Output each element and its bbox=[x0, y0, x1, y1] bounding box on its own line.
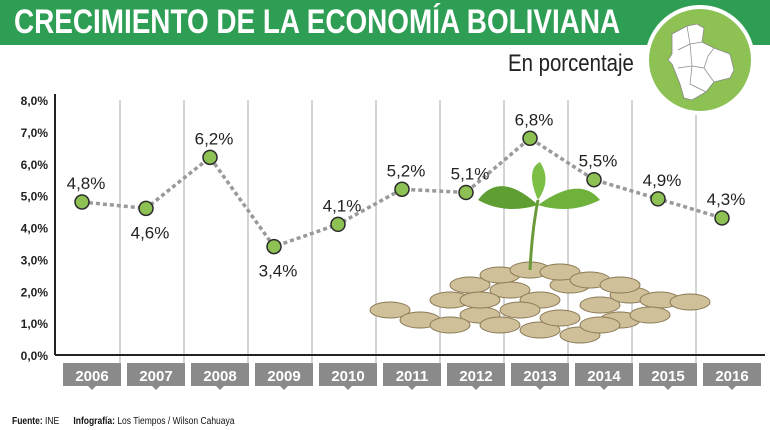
title-banner bbox=[0, 0, 770, 45]
y-tick-label: 8,0% bbox=[21, 94, 49, 108]
year-box bbox=[703, 363, 761, 386]
year-box-pointer bbox=[280, 386, 288, 390]
chart-subtitle: En porcentaje bbox=[508, 50, 634, 77]
x-tick-label: 2006 bbox=[75, 368, 108, 385]
year-box bbox=[319, 363, 377, 386]
data-label: 3,4% bbox=[259, 262, 298, 281]
data-point bbox=[586, 171, 602, 188]
data-point bbox=[202, 149, 218, 166]
x-tick-label: 2012 bbox=[459, 368, 492, 385]
x-tick-label: 2007 bbox=[139, 368, 172, 385]
data-label: 4,1% bbox=[323, 196, 362, 215]
year-box-pointer bbox=[536, 386, 544, 390]
bolivia-map-icon bbox=[645, 5, 755, 115]
year-box-pointer bbox=[728, 386, 736, 390]
credit-label: Infografía: bbox=[73, 416, 115, 427]
data-label: 5,5% bbox=[579, 152, 618, 171]
data-label: 4,6% bbox=[131, 223, 170, 242]
x-tick-label: 2011 bbox=[396, 368, 429, 385]
data-label: 5,2% bbox=[387, 161, 426, 180]
data-label: 6,2% bbox=[195, 129, 234, 148]
data-label: 6,8% bbox=[515, 110, 554, 129]
data-label: 5,1% bbox=[451, 164, 490, 183]
year-box bbox=[191, 363, 249, 386]
data-point bbox=[714, 210, 730, 226]
y-tick-label: 2,0% bbox=[21, 285, 49, 299]
data-point bbox=[330, 216, 346, 233]
y-tick-label: 3,0% bbox=[21, 253, 49, 267]
x-tick-label: 2014 bbox=[587, 368, 621, 385]
data-point bbox=[394, 181, 410, 197]
year-box bbox=[127, 363, 185, 386]
y-tick-label: 1,0% bbox=[21, 317, 49, 331]
x-tick-label: 2009 bbox=[267, 368, 300, 385]
x-tick-label: 2008 bbox=[203, 368, 236, 385]
data-point bbox=[138, 200, 154, 217]
data-point bbox=[650, 191, 666, 207]
chart-title: CRECIMIENTO DE LA ECONOMÍA BOLIVIANA bbox=[14, 3, 621, 41]
y-tick-label: 7,0% bbox=[21, 126, 49, 140]
year-box bbox=[575, 363, 633, 386]
year-box-pointer bbox=[344, 386, 352, 390]
year-box bbox=[383, 363, 441, 386]
source-label: Fuente: bbox=[12, 416, 43, 427]
x-tick-label: 2016 bbox=[715, 368, 748, 385]
credit-value: Los Tiempos / Wilson Cahuaya bbox=[117, 416, 235, 427]
data-point bbox=[522, 130, 538, 146]
data-point bbox=[74, 194, 90, 210]
data-label: 4,9% bbox=[643, 171, 682, 190]
year-box bbox=[511, 363, 569, 386]
year-box bbox=[255, 363, 313, 386]
y-tick-label: 0,0% bbox=[21, 349, 49, 363]
data-label: 4,3% bbox=[707, 190, 746, 209]
year-box-pointer bbox=[472, 386, 480, 390]
footer: Fuente: INE Infografía: Los Tiempos / Wi… bbox=[12, 416, 234, 427]
data-label: 4,8% bbox=[67, 174, 106, 193]
year-box bbox=[639, 363, 697, 386]
y-tick-label: 4,0% bbox=[21, 222, 49, 236]
y-tick-label: 6,0% bbox=[21, 158, 49, 172]
year-box-pointer bbox=[88, 386, 96, 390]
y-tick-label: 5,0% bbox=[21, 190, 49, 204]
coins-plant-illustration bbox=[369, 162, 711, 344]
x-tick-label: 2015 bbox=[651, 368, 684, 385]
year-box bbox=[63, 363, 121, 386]
year-box-pointer bbox=[664, 386, 672, 390]
x-tick-label: 2010 bbox=[331, 368, 364, 385]
data-point bbox=[266, 238, 282, 255]
year-box-pointer bbox=[152, 386, 160, 390]
year-box bbox=[447, 363, 505, 386]
data-point bbox=[458, 184, 474, 201]
x-tick-label: 2013 bbox=[523, 368, 556, 385]
year-box-pointer bbox=[216, 386, 224, 390]
year-box-pointer bbox=[600, 386, 608, 390]
source-value: INE bbox=[45, 416, 60, 427]
year-box-pointer bbox=[408, 386, 416, 390]
